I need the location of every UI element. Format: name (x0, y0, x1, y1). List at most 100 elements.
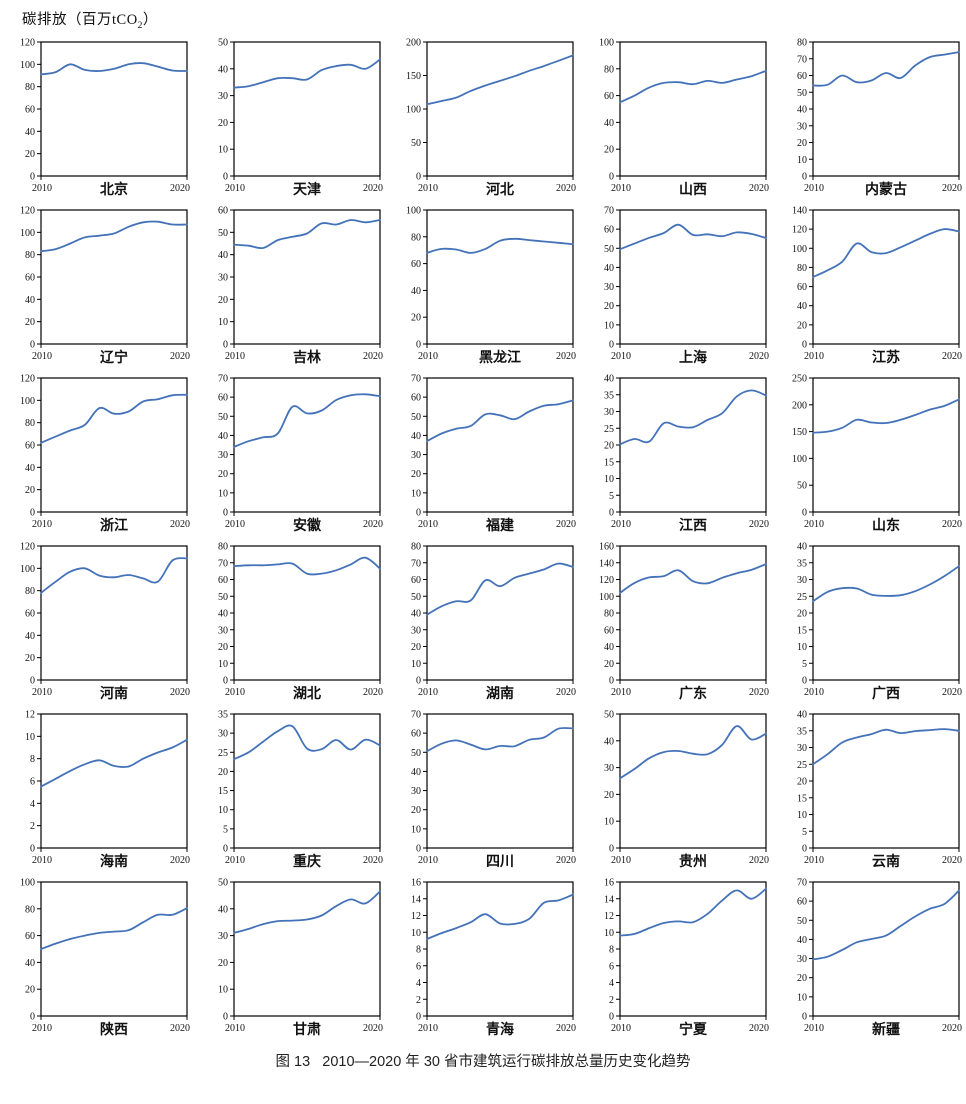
y-tick-label: 100 (792, 454, 807, 465)
y-tick-label: 0 (609, 340, 614, 351)
unit-text-prefix: 碳排放（百万tCO (22, 12, 138, 28)
y-tick-label: 6 (30, 777, 35, 788)
x-end-label: 2020 (749, 855, 769, 866)
x-start-label: 2010 (804, 519, 824, 530)
y-tick-label: 100 (20, 564, 35, 575)
chart-svg: 0 10 20 30 40 50 60 70 80 2010 2020 内蒙古 (797, 38, 962, 198)
province-label: 江苏 (872, 349, 900, 365)
plot-border (619, 377, 767, 513)
plot-border (233, 713, 381, 849)
x-start-label: 2010 (225, 855, 245, 866)
y-tick-label: 10 (797, 810, 807, 821)
chart-cell-山西: 0 20 40 60 80 100 2010 2020 山西 (580, 36, 773, 204)
y-tick-label: 10 (25, 732, 35, 743)
y-tick-label: 20 (411, 313, 421, 324)
x-end-label: 2020 (363, 1023, 383, 1034)
y-tick-label: 40 (218, 904, 228, 915)
y-tick-label: 15 (797, 793, 807, 804)
chart-cell-湖南: 0 10 20 30 40 50 60 70 80 2010 2020 湖南 (387, 540, 580, 708)
y-tick-label: 25 (604, 424, 614, 435)
y-tick-label: 20 (797, 320, 807, 331)
y-tick-label: 40 (604, 263, 614, 274)
chart-svg: 0 5 10 15 20 25 30 35 2010 2020 重庆 (218, 710, 383, 870)
y-tick-label: 100 (20, 228, 35, 239)
y-tick-label: 120 (792, 225, 807, 236)
y-tick-label: 40 (797, 710, 807, 721)
figure-caption: 图 13 2010—2020 年 30 省市建筑运行碳排放总量历史变化趋势 (275, 1054, 691, 1070)
y-tick-label: 12 (411, 911, 421, 922)
plot-border (40, 41, 188, 177)
y-tick-label: 50 (218, 228, 228, 239)
y-tick-label: 20 (604, 659, 614, 670)
province-label: 河北 (486, 181, 514, 197)
y-tick-label: 70 (411, 374, 421, 385)
y-tick-label: 70 (411, 710, 421, 721)
y-tick-label: 80 (218, 542, 228, 553)
x-start-label: 2010 (225, 687, 245, 698)
y-tick-label: 0 (416, 676, 421, 687)
y-tick-label: 80 (25, 250, 35, 261)
y-tick-label: 40 (604, 736, 614, 747)
plot-border (812, 545, 960, 681)
y-tick-label: 140 (599, 558, 614, 569)
trend-line (233, 393, 381, 448)
y-tick-label: 80 (797, 263, 807, 274)
y-tick-label: 50 (797, 916, 807, 927)
y-tick-label: 20 (604, 145, 614, 156)
chart-svg: 0 10 20 30 40 50 60 70 2010 2020 上海 (604, 206, 769, 366)
y-tick-label: 100 (20, 396, 35, 407)
y-tick-label: 14 (604, 894, 614, 905)
province-label: 天津 (293, 181, 321, 197)
y-tick-label: 30 (604, 282, 614, 293)
y-tick-label: 15 (218, 786, 228, 797)
y-tick-label: 40 (25, 958, 35, 969)
chart-cell-安徽: 0 10 20 30 40 50 60 70 2010 2020 安徽 (194, 372, 387, 540)
y-tick-label: 60 (25, 273, 35, 284)
chart-svg: 0 20 40 60 80 100 120 140 160 2010 2020 广东 (599, 542, 769, 702)
y-tick-label: 120 (20, 542, 35, 553)
x-start-label: 2010 (418, 519, 438, 530)
chart-svg: 0 5 10 15 20 25 30 35 40 2010 2020 云南 (797, 710, 962, 870)
chart-cell-重庆: 0 5 10 15 20 25 30 35 2010 2020 重庆 (194, 708, 387, 876)
plot-border (619, 41, 767, 177)
y-tick-label: 60 (25, 931, 35, 942)
x-end-label: 2020 (749, 1023, 769, 1034)
chart-cell-河南: 0 20 40 60 80 100 120 2010 2020 河南 (1, 540, 194, 708)
trend-line (40, 220, 188, 253)
x-end-label: 2020 (749, 183, 769, 194)
y-tick-label: 20 (218, 469, 228, 480)
y-tick-label: 60 (604, 91, 614, 102)
province-label: 贵州 (679, 853, 707, 869)
y-tick-label: 80 (604, 64, 614, 75)
province-label: 山东 (872, 517, 900, 533)
y-tick-label: 50 (411, 412, 421, 423)
chart-svg: 0 2 4 6 8 10 12 2010 2020 海南 (25, 710, 190, 870)
y-tick-label: 10 (797, 992, 807, 1003)
province-label: 青海 (486, 1021, 514, 1037)
y-tick-label: 2 (609, 995, 614, 1006)
y-tick-label: 0 (609, 172, 614, 183)
province-label: 江西 (679, 517, 707, 533)
y-tick-label: 30 (797, 743, 807, 754)
x-start-label: 2010 (418, 687, 438, 698)
trend-line (812, 889, 960, 961)
trend-line (619, 69, 767, 104)
trend-line (426, 893, 574, 940)
x-start-label: 2010 (611, 687, 631, 698)
y-tick-label: 35 (797, 558, 807, 569)
y-tick-label: 20 (411, 469, 421, 480)
y-tick-label: 16 (411, 878, 421, 889)
province-label: 四川 (486, 853, 514, 869)
y-tick-label: 0 (802, 844, 807, 855)
trend-line (619, 725, 767, 780)
x-start-label: 2010 (225, 183, 245, 194)
chart-cell-贵州: 0 10 20 30 40 50 2010 2020 贵州 (580, 708, 773, 876)
y-tick-label: 12 (604, 911, 614, 922)
chart-unit-title: 碳排放（百万tCO2） (22, 8, 158, 31)
chart-svg: 0 2 4 6 8 10 12 14 16 2010 2020 青海 (411, 878, 576, 1038)
province-label: 山西 (679, 181, 707, 197)
y-tick-label: 5 (223, 824, 228, 835)
y-tick-label: 0 (30, 508, 35, 519)
y-tick-label: 10 (604, 817, 614, 828)
x-end-label: 2020 (942, 855, 962, 866)
